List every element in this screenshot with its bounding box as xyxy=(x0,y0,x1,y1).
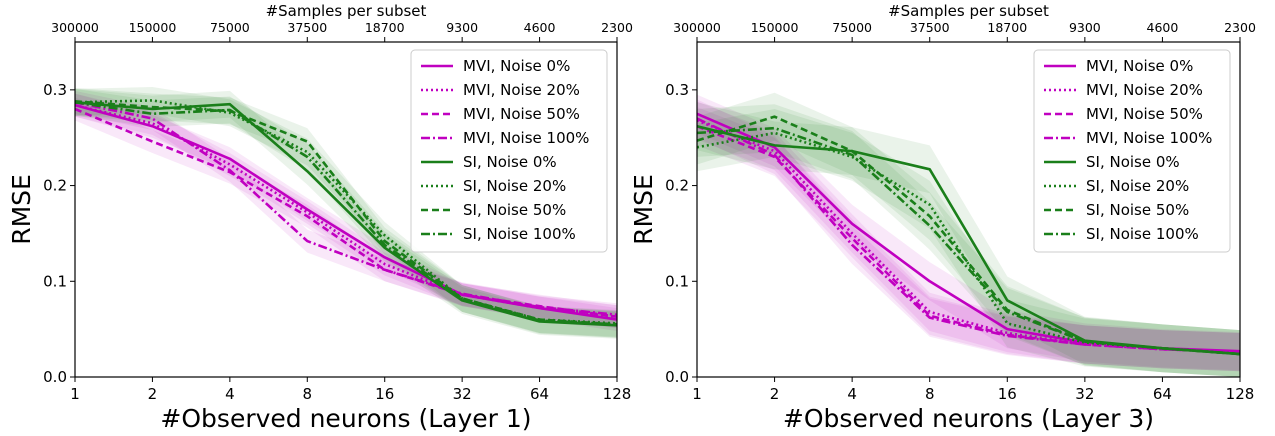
legend-label: MVI, Noise 50% xyxy=(1086,105,1203,123)
legend-label: MVI, Noise 100% xyxy=(463,129,589,147)
legend-label: MVI, Noise 20% xyxy=(1086,81,1203,99)
series-band-5 xyxy=(697,109,1240,377)
chart-panel-layer-1: 1 2 4 8 16 32 64 128 300000 150000 75000 37500 18700… xyxy=(7,2,633,433)
top-x-tick-label: 37500 xyxy=(287,20,327,35)
top-x-tick-label: 4600 xyxy=(1147,20,1179,35)
x-tick-label: 2 xyxy=(770,385,780,403)
plot-frame xyxy=(74,41,618,378)
top-x-tick-label: 300000 xyxy=(51,20,99,35)
y-tick-label: 0.0 xyxy=(665,368,689,386)
x-axis-label: #Observed neurons (Layer 3) xyxy=(783,404,1154,433)
top-x-tick-label: 75000 xyxy=(832,20,872,35)
series-band-0 xyxy=(75,93,617,332)
series-band-4 xyxy=(697,102,1240,378)
series-band-1 xyxy=(75,93,617,329)
top-axis-label: #Samples per subset xyxy=(266,2,427,20)
y-tick-label: 0.3 xyxy=(43,81,67,99)
x-tick-label: 32 xyxy=(453,385,472,403)
x-tick-label: 8 xyxy=(925,385,935,403)
series-band-3 xyxy=(697,99,1240,372)
x-tick-label: 16 xyxy=(998,385,1017,403)
top-x-tick-label: 9300 xyxy=(1069,20,1101,35)
top-x-tick-label: 150000 xyxy=(129,20,177,35)
series-line-7 xyxy=(696,126,1241,356)
legend-label: MVI, Noise 20% xyxy=(463,81,580,99)
series-band-0 xyxy=(697,94,1240,371)
legend-label: SI, Noise 20% xyxy=(463,177,566,195)
y-tick-label: 0.1 xyxy=(665,272,689,290)
plot-frame xyxy=(696,41,1241,378)
top-x-tick-label: 150000 xyxy=(751,20,799,35)
y-tick-label: 0.0 xyxy=(43,368,67,386)
series-band-7 xyxy=(75,88,617,338)
y-axis-label: RMSE xyxy=(7,174,36,245)
legend-label: MVI, Noise 0% xyxy=(463,57,570,75)
legend-label: SI, Noise 20% xyxy=(1086,177,1189,195)
y-tick-label: 0.1 xyxy=(43,272,67,290)
top-x-tick-label: 18700 xyxy=(987,20,1027,35)
x-tick-label: 16 xyxy=(375,385,394,403)
chart-panel-layer-3: 1 2 4 8 16 32 64 128 300000 150000 75000 37500 18700… xyxy=(629,2,1256,433)
legend-label: MVI, Noise 0% xyxy=(1086,57,1193,75)
y-tick-label: 0.3 xyxy=(665,81,689,99)
series-band-2 xyxy=(697,107,1240,372)
top-x-tick-label: 300000 xyxy=(673,20,721,35)
top-x-tick-label: 75000 xyxy=(210,20,250,35)
x-tick-label: 4 xyxy=(847,385,857,403)
legend-label: SI, Noise 100% xyxy=(1086,225,1199,243)
series-line-7 xyxy=(74,101,618,326)
y-tick-label: 0.2 xyxy=(665,177,689,195)
legend: MVI, Noise 0% MVI, Noise 20% MVI, Noise 50… xyxy=(1033,49,1231,253)
series-band-6 xyxy=(697,92,1240,377)
series-line-6 xyxy=(74,100,618,326)
top-axis-label: #Samples per subset xyxy=(888,2,1049,20)
x-tick-label: 1 xyxy=(692,385,702,403)
x-tick-label: 4 xyxy=(225,385,235,403)
legend-label: SI, Noise 0% xyxy=(1086,153,1180,171)
top-x-tick-label: 2300 xyxy=(1224,20,1256,35)
x-tick-label: 32 xyxy=(1075,385,1094,403)
x-tick-label: 128 xyxy=(603,385,632,403)
x-tick-label: 2 xyxy=(148,385,158,403)
x-axis-label: #Observed neurons (Layer 1) xyxy=(160,404,531,433)
series-line-3 xyxy=(74,101,618,317)
x-tick-label: 1 xyxy=(70,385,80,403)
legend-label: MVI, Noise 50% xyxy=(463,105,580,123)
x-tick-label: 64 xyxy=(1153,385,1172,403)
legend-label: SI, Noise 100% xyxy=(463,225,576,243)
top-x-tick-label: 18700 xyxy=(365,20,405,35)
x-tick-label: 64 xyxy=(530,385,549,403)
top-x-tick-label: 9300 xyxy=(446,20,478,35)
legend-label: SI, Noise 50% xyxy=(1086,201,1189,219)
legend-label: SI, Noise 0% xyxy=(463,153,557,171)
series-line-5 xyxy=(74,99,618,325)
series-band-4 xyxy=(75,88,617,339)
x-tick-label: 8 xyxy=(303,385,313,403)
legend-label: SI, Noise 50% xyxy=(463,201,566,219)
y-tick-label: 0.2 xyxy=(43,177,67,195)
top-x-tick-label: 37500 xyxy=(910,20,950,35)
top-x-tick-label: 4600 xyxy=(524,20,556,35)
legend: MVI, Noise 0% MVI, Noise 20% MVI, Noise 50… xyxy=(410,49,608,253)
top-x-tick-label: 2300 xyxy=(601,20,633,35)
legend-label: MVI, Noise 100% xyxy=(1086,129,1212,147)
x-tick-label: 128 xyxy=(1226,385,1255,403)
y-axis-label: RMSE xyxy=(629,174,658,245)
